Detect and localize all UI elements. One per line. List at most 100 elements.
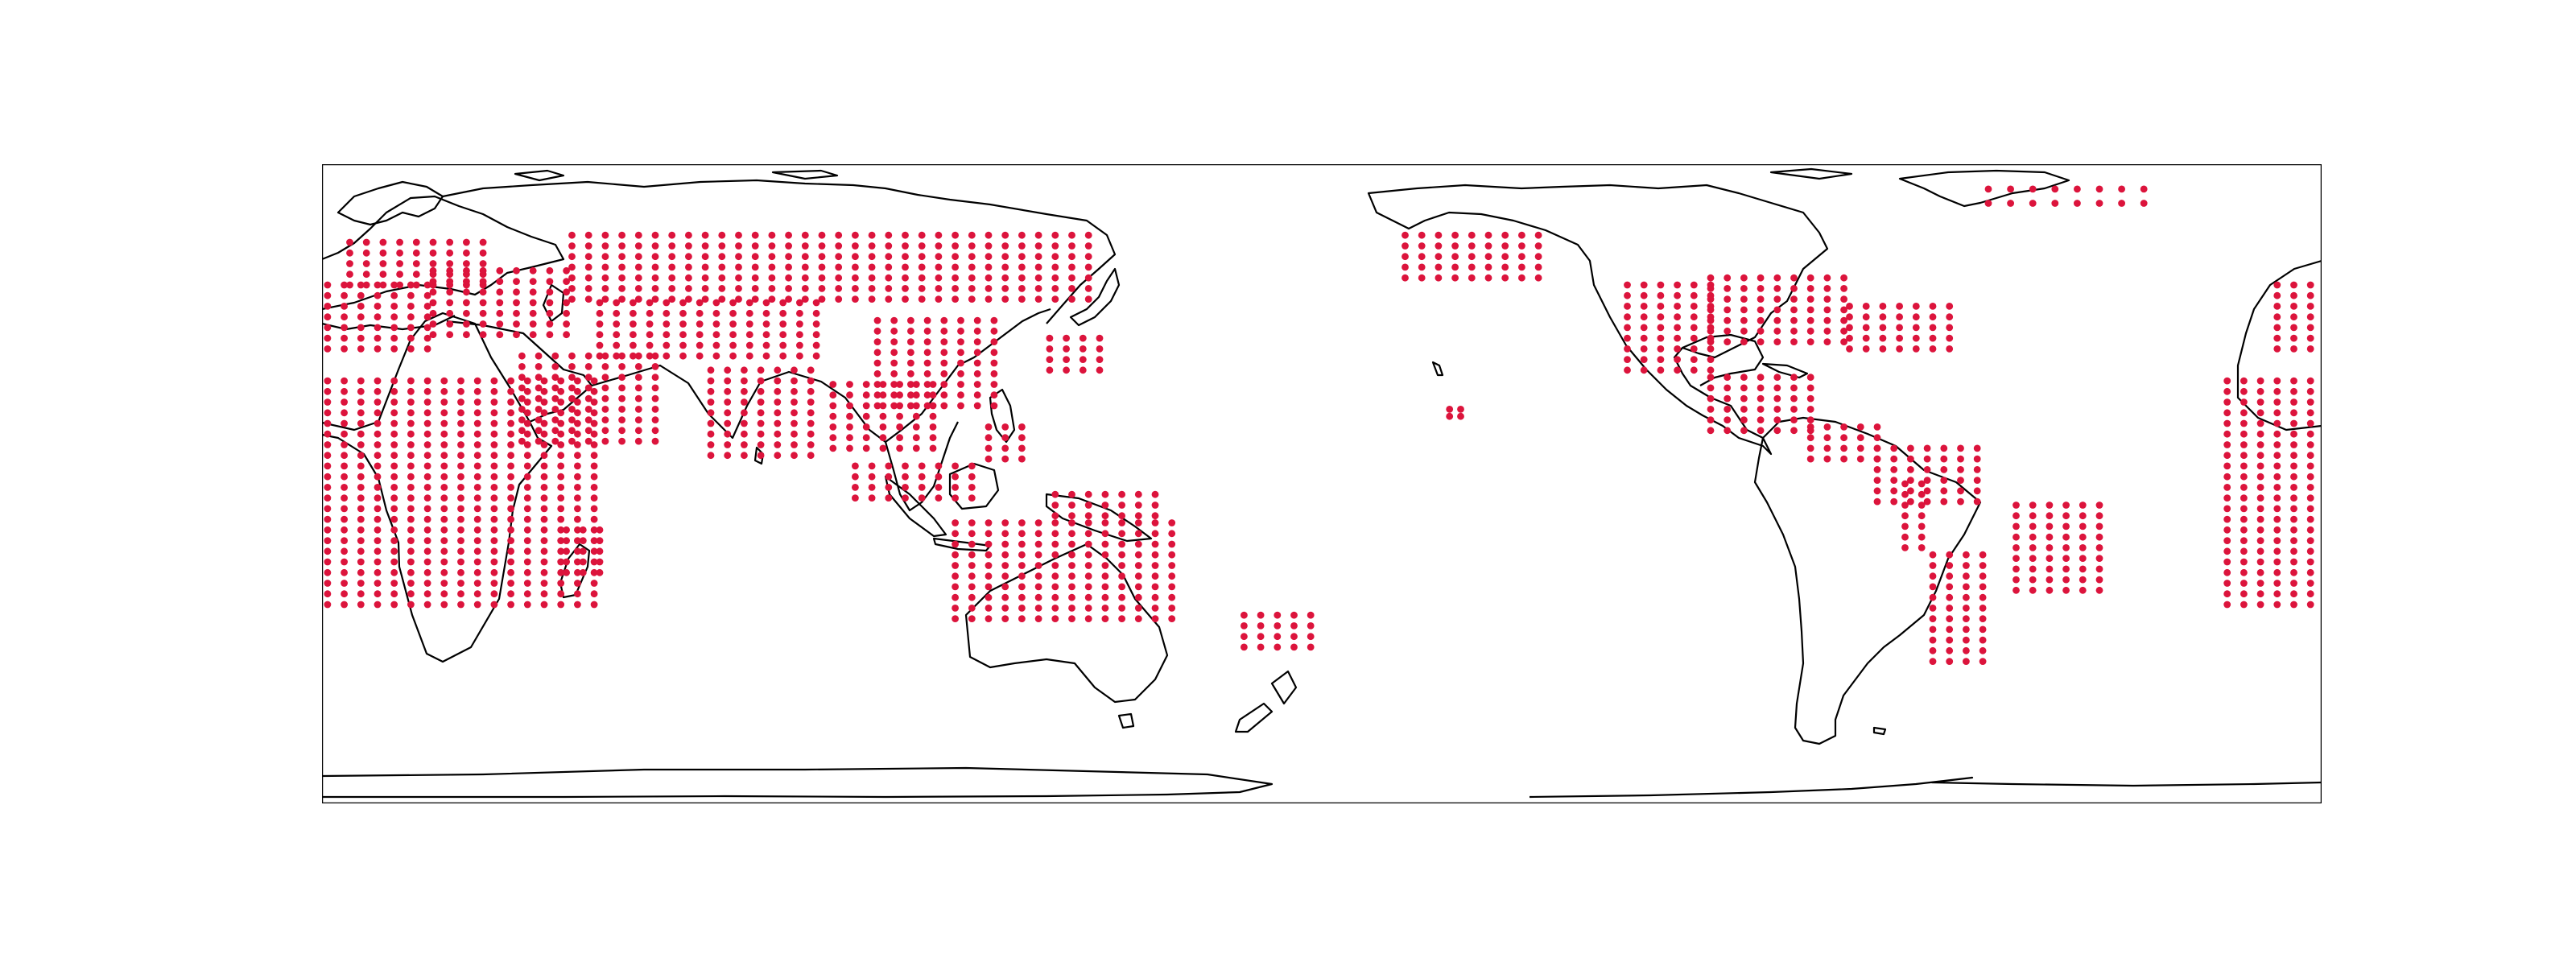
marker-dot	[1929, 625, 1937, 634]
marker-dot	[2273, 484, 2281, 491]
marker-dot	[2256, 537, 2264, 544]
marker-dot	[968, 274, 976, 282]
marker-dot	[324, 291, 332, 299]
marker-dot	[679, 309, 687, 317]
marker-dot	[1929, 646, 1937, 654]
marker-dot	[1840, 423, 1847, 431]
marker-dot	[1918, 544, 1926, 551]
marker-dot	[507, 515, 514, 523]
marker-dot	[507, 452, 514, 460]
marker-dot	[651, 374, 659, 382]
marker-dot	[1084, 263, 1092, 271]
marker-dot	[2290, 568, 2297, 576]
marker-dot	[584, 363, 592, 370]
marker-dot	[2046, 555, 2054, 562]
marker-dot	[1034, 295, 1042, 303]
marker-dot	[590, 441, 598, 448]
marker-dot	[1957, 487, 1964, 495]
marker-dot	[374, 409, 382, 417]
marker-dot	[584, 427, 592, 435]
marker-dot	[1018, 231, 1026, 239]
marker-dot	[613, 352, 621, 360]
marker-dot	[696, 352, 704, 360]
marker-dot	[2095, 502, 2103, 509]
marker-dot	[1402, 253, 1409, 261]
marker-dot	[551, 352, 559, 360]
marker-dot	[1468, 274, 1476, 282]
marker-dot	[2029, 185, 2037, 193]
marker-dot	[757, 441, 765, 448]
marker-dot	[1896, 324, 1903, 332]
marker-dot	[835, 274, 843, 282]
marker-dot	[390, 303, 398, 310]
marker-dot	[1534, 242, 1542, 250]
marker-dot	[896, 402, 903, 410]
marker-dot	[1657, 291, 1665, 299]
marker-dot	[1724, 394, 1732, 402]
marker-dot	[1134, 605, 1142, 612]
marker-dot	[324, 430, 332, 438]
marker-dot	[2306, 537, 2314, 544]
marker-dot	[818, 231, 826, 239]
marker-dot	[1457, 406, 1464, 413]
marker-dot	[440, 505, 448, 513]
marker-dot	[1674, 366, 1681, 374]
marker-dot	[663, 341, 671, 349]
marker-dot	[1840, 274, 1847, 282]
marker-dot	[1790, 384, 1798, 392]
marker-dot	[1757, 406, 1765, 413]
marker-dot	[2029, 533, 2037, 541]
marker-dot	[1840, 338, 1847, 345]
marker-dot	[990, 327, 998, 335]
coastline-south-asia	[591, 308, 1051, 444]
marker-dot	[1929, 583, 1937, 591]
marker-dot	[2223, 558, 2231, 566]
marker-dot	[707, 377, 715, 385]
marker-dot	[2290, 281, 2297, 289]
marker-dot	[341, 419, 348, 427]
marker-dot	[535, 416, 543, 423]
marker-dot	[912, 402, 920, 410]
marker-dot	[1068, 572, 1075, 580]
marker-dot	[701, 263, 709, 271]
marker-dot	[785, 274, 792, 282]
marker-dot	[818, 263, 826, 271]
marker-dot	[1963, 605, 1970, 612]
marker-dot	[990, 402, 998, 410]
marker-dot	[362, 281, 370, 289]
marker-dot	[1657, 356, 1665, 363]
marker-dot	[1901, 512, 1909, 520]
marker-dot	[1918, 522, 1926, 530]
marker-dot	[2013, 586, 2020, 594]
marker-dot	[2273, 281, 2281, 289]
marker-dot	[2095, 565, 2103, 573]
marker-dot	[423, 484, 431, 491]
marker-dot	[523, 601, 531, 609]
marker-dot	[2029, 565, 2037, 573]
marker-dot	[1257, 633, 1265, 641]
marker-dot	[1740, 285, 1748, 292]
marker-dot	[601, 406, 609, 413]
marker-dot	[590, 419, 598, 427]
marker-dot	[1101, 490, 1109, 498]
marker-dot	[490, 590, 498, 598]
marker-dot	[923, 338, 931, 345]
marker-dot	[774, 366, 782, 374]
marker-dot	[768, 274, 776, 282]
marker-dot	[751, 253, 759, 261]
marker-dot	[1151, 572, 1159, 580]
marker-dot	[535, 363, 543, 370]
marker-dot	[1873, 434, 1881, 442]
marker-dot	[1873, 444, 1881, 452]
marker-dot	[729, 331, 737, 339]
marker-dot	[1001, 551, 1009, 559]
marker-dot	[2013, 565, 2020, 573]
marker-dot	[735, 263, 742, 271]
marker-dot	[357, 547, 365, 555]
marker-dot	[584, 263, 592, 271]
marker-dot	[707, 452, 715, 460]
marker-dot	[490, 452, 498, 460]
marker-dot	[1901, 544, 1909, 551]
marker-dot	[574, 409, 581, 417]
marker-dot	[1773, 285, 1781, 292]
